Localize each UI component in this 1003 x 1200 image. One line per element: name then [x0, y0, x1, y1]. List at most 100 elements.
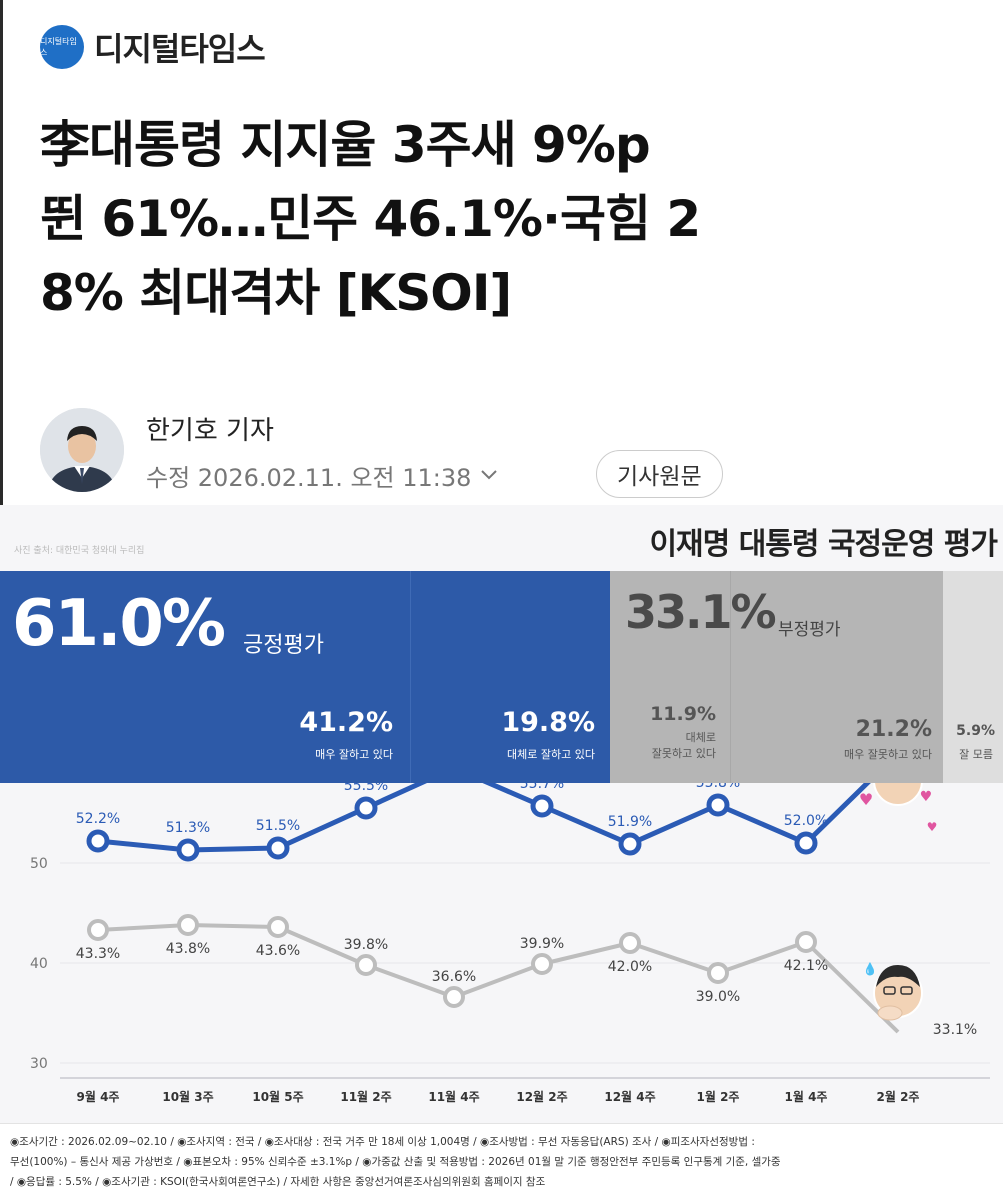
logo-text: 디지털타임스 [94, 30, 266, 68]
headline-line-2: 뛴 61%…민주 46.1%·국힘 2 [40, 190, 701, 248]
publisher-logo[interactable]: 디지털타임스 디지털타임스 [40, 24, 266, 70]
positive-point [266, 836, 290, 860]
article-header: 디지털타임스 디지털타임스 李대통령 지지율 3주새 9%p 뛴 61%…민주 … [0, 0, 1003, 505]
heart-icon: ♥ [859, 790, 873, 809]
reporter-avatar[interactable] [40, 408, 124, 492]
negative-point [619, 932, 641, 954]
sweat-drop-icon: 💧 [863, 962, 878, 976]
negative-point [177, 914, 199, 936]
reporter-name[interactable]: 한기호 기자 [146, 416, 274, 446]
avatar-person-icon [40, 408, 124, 492]
negative-data-label: 43.8% [166, 941, 210, 957]
positive-data-label: 51.9% [608, 814, 652, 830]
footnote-line-3: / ◉응답률 : 5.5% / ◉조사기관 : KSOI(한국사회여론연구소) … [10, 1176, 546, 1188]
negative-point [707, 962, 729, 984]
positive-very-pct: 41.2% [299, 707, 393, 738]
negative-point [267, 916, 289, 938]
negative-data-label: 33.1% [933, 1022, 977, 1038]
positive-series-line [97, 783, 871, 853]
negative-very-label: 매우 잘못하고 있다 [844, 748, 932, 761]
unknown-bar [943, 571, 1003, 783]
photo-source: 사진 출처: 대한민국 청와대 누리집 [14, 546, 145, 556]
edge-divider [0, 0, 3, 505]
article-date[interactable]: 수정 2026.02.11. 오전 11:38 [146, 458, 499, 493]
unknown-label: 잘 모름 [959, 748, 993, 761]
negative-point [355, 954, 377, 976]
heart-icon: ♥ [920, 789, 933, 805]
positive-point [618, 832, 642, 856]
heart-icon: ♥ [927, 820, 938, 834]
negative-point [87, 919, 109, 941]
positive-data-label: 55.7% [520, 783, 564, 792]
negative-very-pct: 21.2% [855, 717, 932, 742]
date-text: 수정 2026.02.11. 오전 11:38 [146, 464, 472, 492]
negative-point [443, 986, 465, 1008]
positive-label: 긍정평가 [243, 633, 324, 658]
positive-point [176, 838, 200, 862]
negative-point [531, 953, 553, 975]
x-tick-label: 11월 4주 [428, 1089, 479, 1104]
positive-mostly-pct: 19.8% [501, 707, 595, 738]
headline-line-1: 李대통령 지지율 3주새 9%p [40, 116, 651, 174]
x-tick-label: 1월 4주 [785, 1089, 828, 1104]
negative-label: 부정평가 [778, 620, 841, 640]
positive-point [354, 796, 378, 820]
positive-divider [410, 571, 411, 783]
chevron-down-icon[interactable] [479, 465, 499, 486]
negative-total: 33.1% [625, 585, 777, 639]
negative-data-label: 42.1% [784, 958, 828, 974]
positive-bar [0, 571, 610, 783]
x-tick-label: 9월 4주 [77, 1089, 120, 1104]
negative-data-label: 39.8% [344, 937, 388, 953]
infographic-title: 이재명 대통령 국정운영 평가 [649, 527, 998, 562]
chart-background [0, 783, 1003, 1123]
positive-data-label: 52.2% [76, 811, 120, 827]
negative-mostly-pct: 11.9% [650, 703, 716, 725]
negative-data-label: 43.3% [76, 946, 120, 962]
footnote-line-2: 무선(100%) – 통신사 제공 가상번호 / ◉표본오차 : 95% 신뢰수… [10, 1156, 781, 1168]
positive-data-label: 52.0% [784, 813, 828, 829]
positive-data-label: 55.5% [344, 783, 388, 794]
hand-icon [877, 1005, 903, 1021]
president-happy-face-icon [873, 783, 923, 806]
positive-data-label: 55.8% [696, 783, 740, 791]
negative-data-label: 36.6% [432, 969, 476, 985]
negative-divider [730, 571, 731, 783]
x-tick-label: 2월 2주 [877, 1089, 920, 1104]
president-sad-face-icon-glasses-left [883, 986, 896, 995]
negative-mostly-label-1: 대체로 [685, 731, 716, 744]
positive-point [706, 793, 730, 817]
x-tick-label: 11월 2주 [340, 1089, 391, 1104]
negative-point [795, 931, 817, 953]
y-tick-label: 30 [30, 1056, 48, 1072]
positive-total: 61.0% [12, 587, 226, 661]
positive-point [530, 794, 554, 818]
positive-point [794, 831, 818, 855]
headline-line-3: 8% 최대격차 [KSOI] [40, 264, 512, 322]
poll-infographic: 사진 출처: 대한민국 청와대 누리집 이재명 대통령 국정운영 평가 61.0… [0, 505, 1003, 1200]
y-tick-label: 50 [30, 856, 48, 872]
article-headline: 李대통령 지지율 3주새 9%p 뛴 61%…민주 46.1%·국힘 2 8% … [40, 108, 980, 330]
negative-data-label: 39.0% [696, 989, 740, 1005]
original-article-button[interactable]: 기사원문 [596, 450, 723, 498]
x-tick-label: 12월 2주 [516, 1089, 567, 1104]
positive-point [86, 829, 110, 853]
x-tick-label: 12월 4주 [604, 1089, 655, 1104]
y-tick-label: 40 [30, 956, 48, 972]
x-tick-label: 10월 3주 [162, 1089, 213, 1104]
negative-data-label: 43.6% [256, 943, 300, 959]
x-tick-label: 10월 5주 [252, 1089, 303, 1104]
logo-badge-icon: 디지털타임스 [40, 25, 84, 69]
positive-data-label: 51.3% [166, 820, 210, 836]
unknown-pct: 5.9% [956, 723, 995, 739]
footnote-line-1: ◉조사기간 : 2026.02.09~02.10 / ◉조사지역 : 전국 / … [10, 1136, 755, 1148]
positive-mostly-label: 대체로 잘하고 있다 [507, 748, 595, 761]
negative-data-label: 39.9% [520, 936, 564, 952]
positive-very-label: 매우 잘하고 있다 [315, 748, 393, 761]
x-tick-label: 1월 2주 [697, 1089, 740, 1104]
positive-data-label: 51.5% [256, 818, 300, 834]
survey-footnote: ◉조사기간 : 2026.02.09~02.10 / ◉조사지역 : 전국 / … [0, 1123, 1003, 1200]
negative-mostly-label-2: 잘못하고 있다 [651, 747, 716, 760]
negative-data-label: 42.0% [608, 959, 652, 975]
